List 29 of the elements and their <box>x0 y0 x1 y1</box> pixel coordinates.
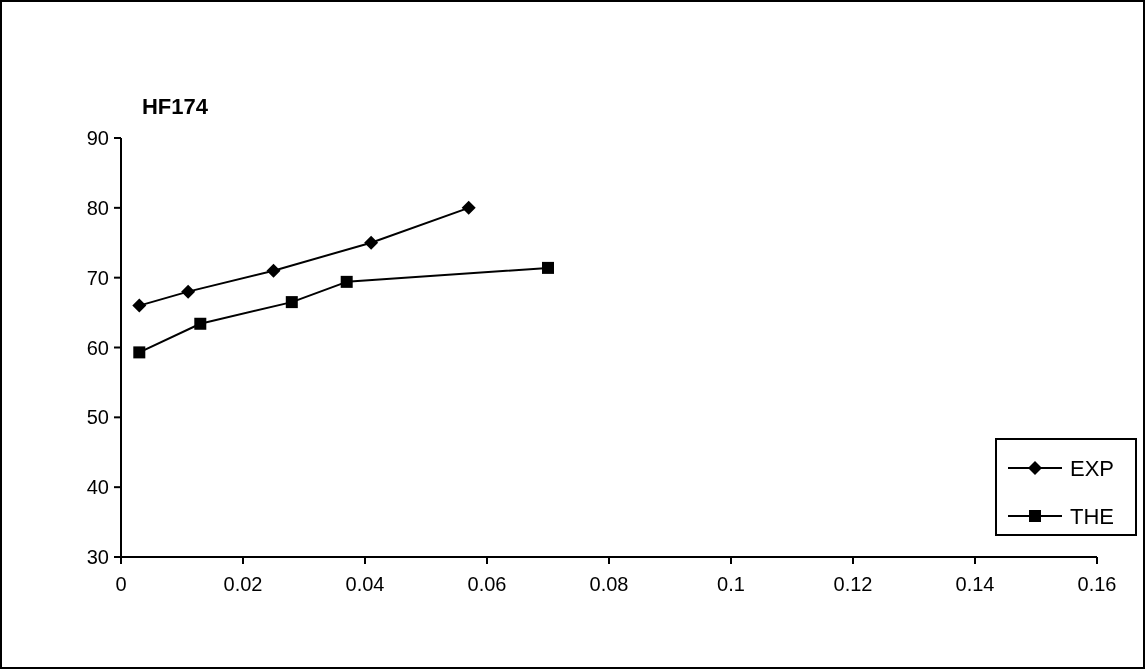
y-tick-label: 70 <box>86 266 109 289</box>
y-tick-label: 80 <box>86 196 109 219</box>
point <box>340 275 353 288</box>
legend-label: THE <box>1070 503 1114 529</box>
x-tick-label: 0 <box>115 573 127 595</box>
point <box>542 261 554 274</box>
point <box>266 263 281 278</box>
x-tick-label: 0.1 <box>717 573 745 595</box>
point <box>194 317 207 330</box>
y-tick-label: 40 <box>86 476 109 499</box>
x-tick-label: 0.16 <box>1077 573 1117 595</box>
y-tick-label: 30 <box>86 546 109 568</box>
x-tick-label: 0.02 <box>223 573 263 595</box>
point <box>132 298 147 313</box>
x-tick-label: 0.04 <box>345 573 385 595</box>
point <box>461 200 476 215</box>
legend-label: EXP <box>1070 455 1115 481</box>
x-tick-label: 0.14 <box>955 573 995 595</box>
y-tick-label: 90 <box>86 127 109 149</box>
point <box>285 296 298 309</box>
x-tick-label: 0.12 <box>833 573 873 595</box>
point <box>181 284 196 299</box>
y-tick-label: 60 <box>86 336 109 359</box>
y-tick-label: 50 <box>86 406 109 429</box>
x-tick-label: 0.08 <box>589 573 629 595</box>
point <box>364 235 379 250</box>
chart-title: HF174 <box>141 94 209 119</box>
point <box>133 346 146 359</box>
x-tick-label: 0.06 <box>467 573 507 595</box>
